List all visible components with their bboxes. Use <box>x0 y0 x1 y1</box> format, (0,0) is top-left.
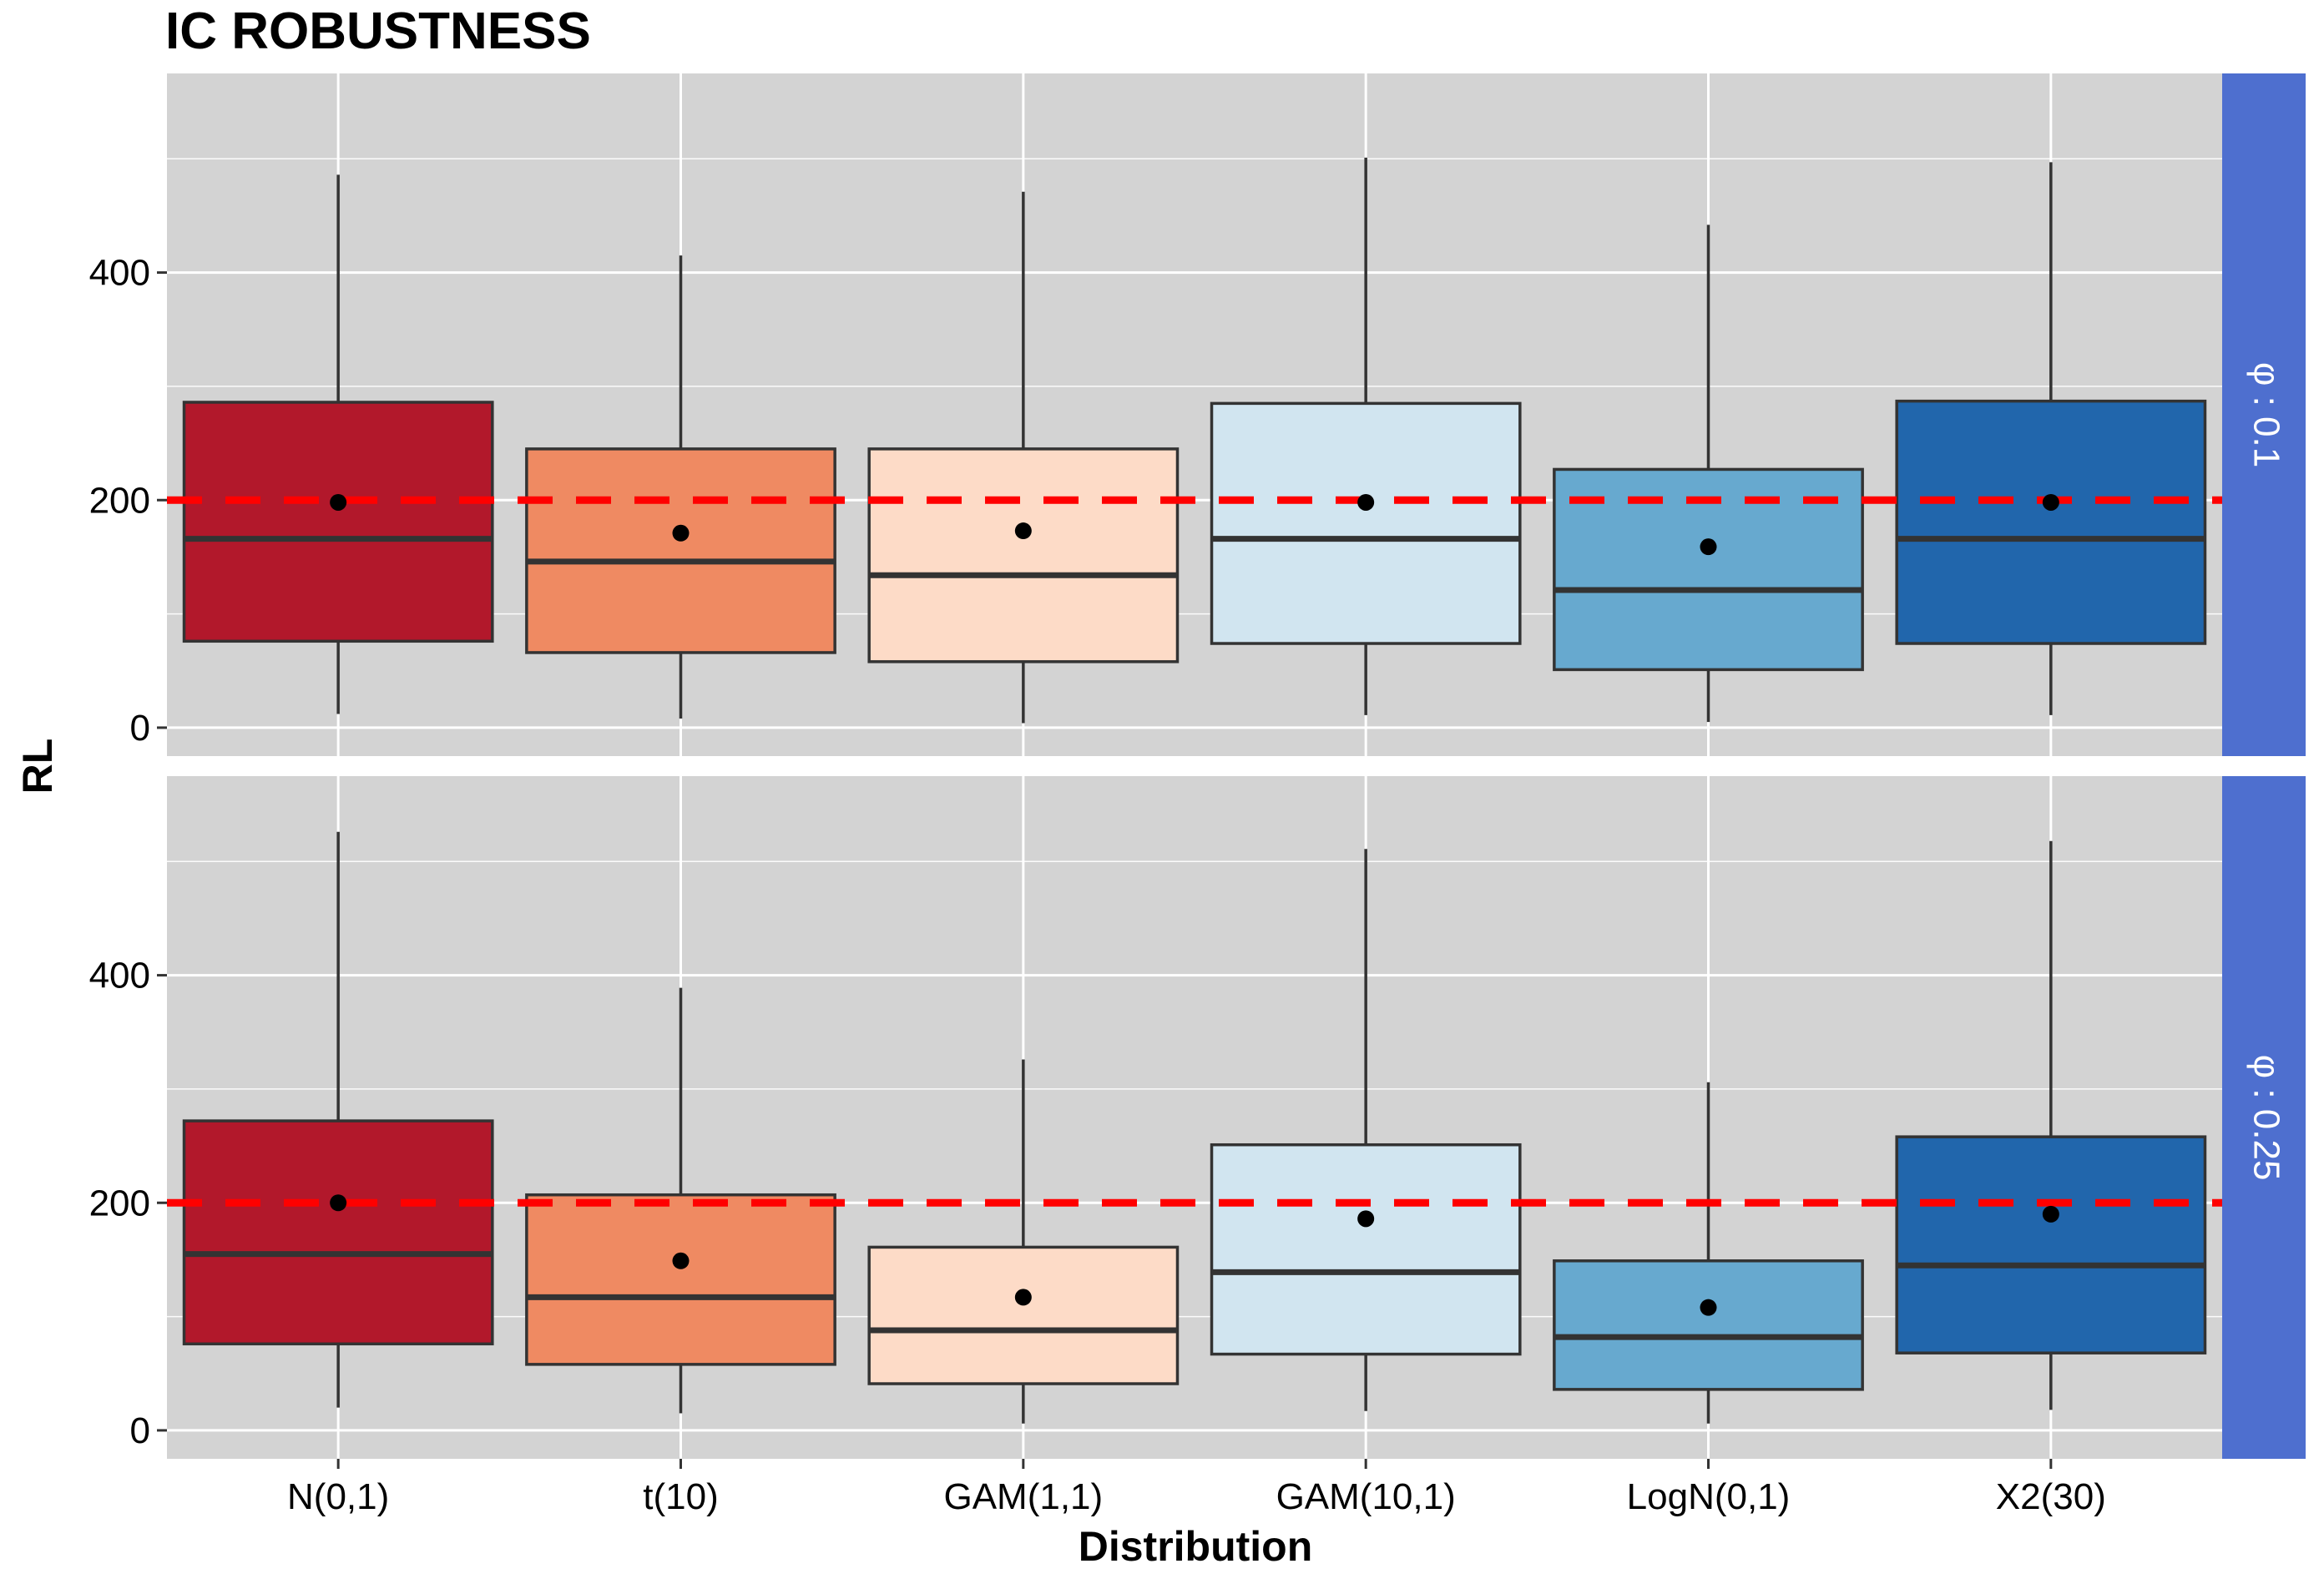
mean-point <box>672 524 690 542</box>
box-body <box>525 1193 836 1366</box>
facet-strip <box>2222 776 2306 1459</box>
x-tick-label: GAM(10,1) <box>1276 1476 1456 1517</box>
y-tick-label: 200 <box>89 1183 150 1223</box>
box <box>525 255 836 719</box>
mean-point <box>2042 1205 2059 1223</box>
facet-strip-label: φ : 0.25 <box>2246 1055 2286 1181</box>
box-body <box>182 401 494 643</box>
box <box>1210 849 1522 1411</box>
x-axis: N(0,1) t(10) GAM(1,1) GAM(10,1) LogN(0,1) X2(… <box>287 1459 2106 1517</box>
x-tick-label: X2(30) <box>1996 1476 2106 1517</box>
x-tick-label: N(0,1) <box>287 1476 389 1517</box>
y-axis-title: RL <box>14 739 61 794</box>
x-axis-title: Distribution <box>1079 1523 1313 1570</box>
panel-background <box>167 776 2222 1459</box>
box-body <box>1210 1143 1522 1356</box>
box-body <box>867 447 1180 663</box>
box-body <box>1895 399 2207 645</box>
mean-point <box>330 1194 347 1212</box>
mean-point <box>1357 1210 1375 1228</box>
box <box>867 1059 1180 1424</box>
facet-panels: 0 200 400 φ : 0.1 0 200 400 φ : 0.25 <box>89 73 2306 1459</box>
box-body <box>867 1245 1180 1385</box>
x-tick-label: LogN(0,1) <box>1627 1476 1791 1517</box>
mean-point <box>1014 1289 1032 1306</box>
box <box>867 191 1180 724</box>
box <box>525 987 836 1414</box>
box-body <box>182 1119 494 1346</box>
box <box>182 174 494 714</box>
box <box>1553 1082 1864 1424</box>
facet-strip <box>2222 73 2306 756</box>
y-tick-label: 0 <box>130 1410 150 1451</box>
y-tick-label: 400 <box>89 956 150 996</box>
box-body <box>1895 1135 2207 1354</box>
y-tick-label: 200 <box>89 480 150 521</box>
y-tick-label: 400 <box>89 253 150 294</box>
box <box>182 831 494 1408</box>
box-body <box>1553 1259 1864 1391</box>
mean-point <box>1700 538 1717 556</box>
chart-title: IC ROBUSTNESS <box>165 3 591 60</box>
x-tick-label: t(10) <box>643 1476 718 1517</box>
mean-point <box>672 1252 690 1269</box>
box <box>1210 157 1522 715</box>
panel-background <box>167 73 2222 756</box>
box <box>1895 840 2207 1410</box>
mean-point <box>1357 493 1375 511</box>
mean-point <box>1014 522 1032 540</box>
mean-point <box>1700 1299 1717 1316</box>
facet-strip-label: φ : 0.1 <box>2246 362 2286 467</box>
facet-panel: 0 200 400 φ : 0.25 <box>89 776 2306 1459</box>
box-body <box>1210 401 1522 645</box>
box <box>1895 162 2207 715</box>
mean-point <box>330 493 347 511</box>
x-tick-label: GAM(1,1) <box>943 1476 1103 1517</box>
facet-panel: 0 200 400 φ : 0.1 <box>89 73 2306 756</box>
y-tick-label: 0 <box>130 708 150 749</box>
box-body <box>525 447 836 654</box>
mean-point <box>2042 493 2059 511</box>
